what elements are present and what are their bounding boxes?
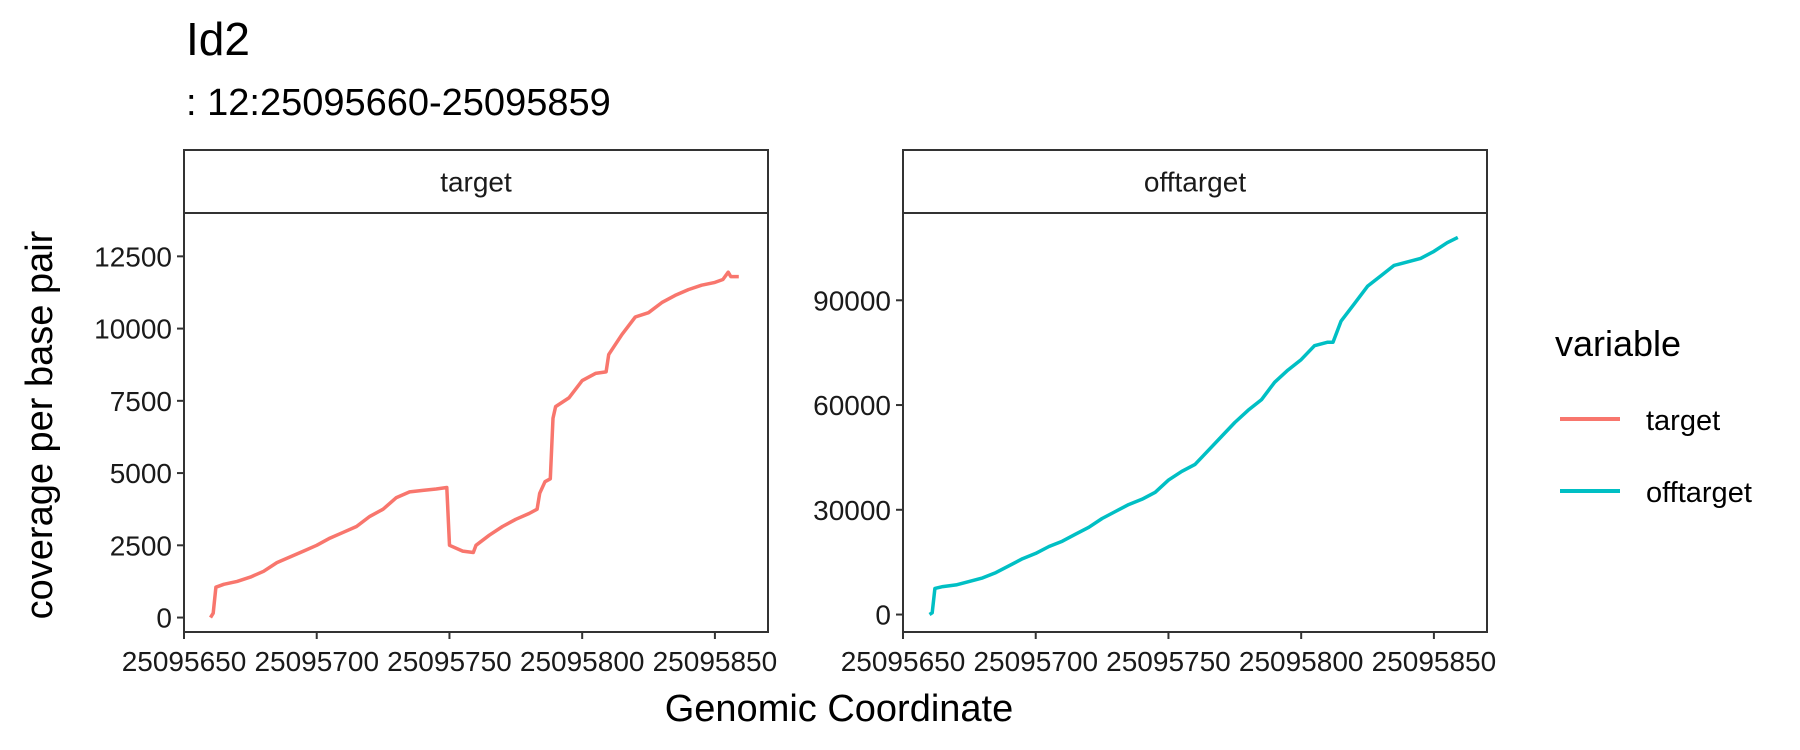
chart-title: Id2: [186, 13, 250, 65]
y-tick-label: 60000: [813, 390, 891, 421]
facet-strip-label: target: [440, 167, 512, 198]
panel-border: [183, 212, 769, 633]
y-tick-label: 10000: [94, 314, 172, 345]
x-tick-label: 25095800: [1239, 646, 1364, 677]
y-axis-title: coverage per base pair: [19, 230, 61, 619]
legend-label-offtarget: offtarget: [1646, 477, 1752, 509]
x-tick-label: 25095750: [387, 646, 512, 677]
facet-strip-label: offtarget: [1144, 167, 1246, 198]
chart-subtitle: : 12:25095660-25095859: [186, 82, 611, 124]
legend-label-target: target: [1646, 405, 1720, 437]
y-tick-label: 12500: [94, 241, 172, 272]
x-tick-label: 25095700: [254, 646, 379, 677]
x-tick-label: 25095650: [841, 646, 966, 677]
y-tick-label: 2500: [110, 530, 172, 561]
y-tick-label: 7500: [110, 386, 172, 417]
x-tick-label: 25095650: [122, 646, 247, 677]
y-tick-label: 90000: [813, 285, 891, 316]
x-tick-label: 25095700: [973, 646, 1098, 677]
y-tick-label: 0: [156, 603, 172, 634]
x-axis-title: Genomic Coordinate: [665, 688, 1014, 730]
series-line-target: [209, 270, 739, 619]
y-tick-label: 5000: [110, 458, 172, 489]
panel-border: [902, 212, 1488, 633]
y-tick-label: 30000: [813, 495, 891, 526]
x-tick-label: 25095800: [520, 646, 645, 677]
y-tick-label: 0: [875, 600, 891, 631]
legend: variable target offtarget: [1555, 323, 1752, 509]
legend-title: variable: [1555, 323, 1681, 364]
facet-strip: [902, 149, 1488, 214]
facet-offtarget: offtarget 0 30000 60000 90000 25095650 2509570…: [813, 149, 1497, 677]
x-tick-label: 25095750: [1106, 646, 1231, 677]
series-line-offtarget: [928, 235, 1459, 616]
x-tick-label: 25095850: [653, 646, 778, 677]
x-tick-label: 25095850: [1372, 646, 1497, 677]
